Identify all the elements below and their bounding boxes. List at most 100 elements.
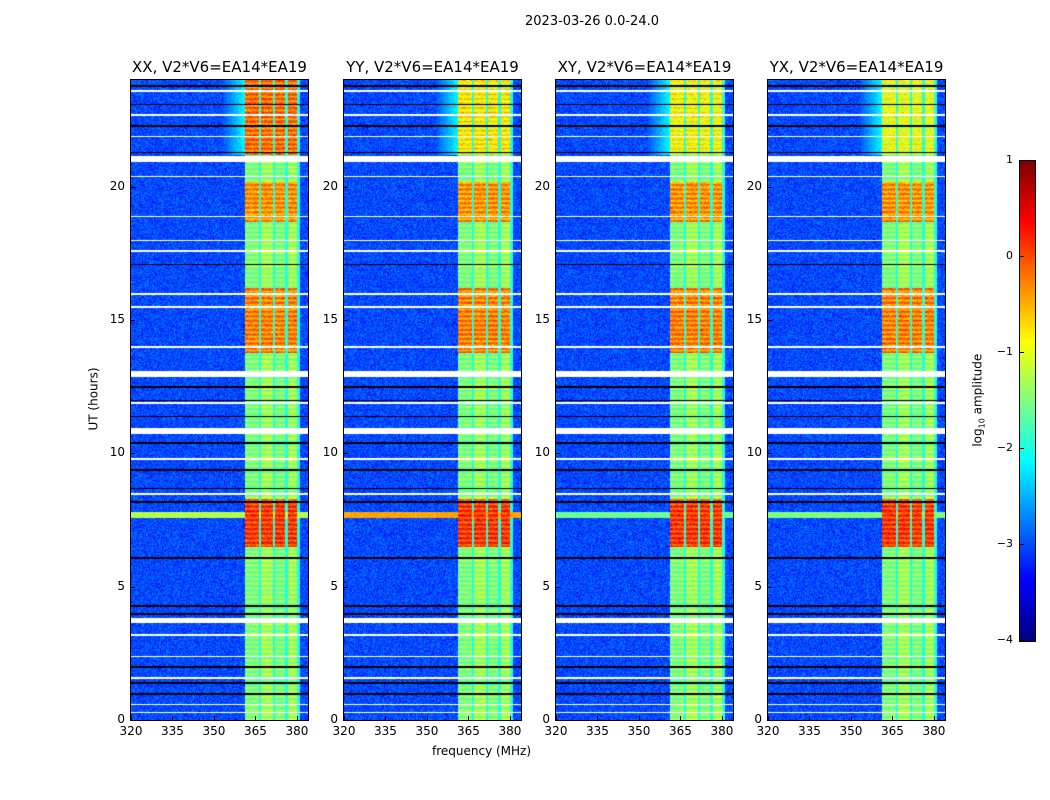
heatmap-panel-3 bbox=[767, 79, 946, 721]
x-tick-label: 350 bbox=[202, 724, 226, 738]
colorbar-label-sub: 10 bbox=[977, 418, 987, 429]
y-tick-mark bbox=[344, 720, 348, 721]
y-tick-label: 20 bbox=[322, 178, 338, 193]
y-tick-mark bbox=[768, 453, 772, 455]
y-axis-label: UT (hours) bbox=[86, 367, 101, 431]
y-tick-label: 0 bbox=[542, 712, 550, 726]
y-tick-mark bbox=[768, 320, 772, 321]
x-tick-mark bbox=[933, 716, 935, 720]
x-tick-mark bbox=[255, 716, 257, 720]
x-tick-label: 380 bbox=[710, 724, 734, 738]
y-tick-label: 10 bbox=[109, 445, 125, 460]
y-tick-label: 20 bbox=[534, 178, 550, 193]
x-tick-mark bbox=[892, 716, 894, 720]
x-tick-label: 365 bbox=[457, 724, 480, 738]
y-tick-mark bbox=[556, 720, 560, 721]
colorbar-label-main: log bbox=[970, 428, 985, 447]
y-tick-mark bbox=[131, 320, 135, 321]
y-tick-mark bbox=[344, 586, 348, 588]
x-tick-mark bbox=[426, 716, 428, 720]
panel-title: XX, V2*V6=EA14*EA19 bbox=[132, 58, 307, 76]
y-tick-label: 5 bbox=[754, 578, 762, 593]
y-tick-mark bbox=[768, 186, 772, 188]
y-tick-label: 20 bbox=[746, 178, 762, 193]
x-tick-label: 350 bbox=[415, 724, 439, 738]
colorbar-tick-label: −3 bbox=[996, 537, 1013, 550]
x-tick-label: 320 bbox=[332, 724, 356, 738]
y-tick-label: 0 bbox=[117, 712, 125, 726]
colorbar-label: log10 amplitude bbox=[970, 354, 986, 447]
colorbar-tick-label: −4 bbox=[996, 633, 1013, 646]
y-tick-mark bbox=[131, 453, 135, 455]
y-tick-mark bbox=[131, 720, 135, 721]
y-tick-label: 5 bbox=[117, 578, 125, 593]
x-tick-mark bbox=[213, 716, 215, 720]
heatmap-image bbox=[768, 80, 945, 720]
y-tick-label: 5 bbox=[542, 578, 550, 593]
x-tick-mark bbox=[809, 716, 811, 720]
y-tick-label: 15 bbox=[534, 312, 550, 326]
x-tick-label: 365 bbox=[244, 724, 267, 738]
x-tick-mark bbox=[597, 716, 599, 720]
panel-title: YY, V2*V6=EA14*EA19 bbox=[346, 58, 519, 76]
x-tick-mark bbox=[768, 716, 769, 720]
heatmap-image bbox=[556, 80, 733, 720]
x-tick-label: 350 bbox=[627, 724, 651, 738]
figure-title: 2023-03-26 0.0-24.0 bbox=[525, 14, 659, 29]
colorbar-label-rest: amplitude bbox=[970, 353, 985, 419]
colorbar bbox=[1019, 160, 1036, 642]
x-tick-label: 335 bbox=[161, 724, 184, 738]
x-tick-mark bbox=[131, 716, 132, 720]
y-tick-mark bbox=[556, 586, 560, 588]
x-tick-label: 380 bbox=[922, 724, 946, 738]
x-tick-mark bbox=[172, 716, 174, 720]
colorbar-tick-mark bbox=[1020, 352, 1024, 353]
x-tick-label: 380 bbox=[285, 724, 309, 738]
y-tick-label: 0 bbox=[754, 712, 762, 726]
y-tick-mark bbox=[556, 453, 560, 455]
colorbar-tick-mark bbox=[1020, 256, 1024, 257]
heatmap-panel-0 bbox=[130, 79, 309, 721]
y-tick-mark bbox=[768, 586, 772, 588]
y-tick-mark bbox=[344, 186, 348, 188]
x-tick-label: 335 bbox=[798, 724, 821, 738]
x-tick-label: 350 bbox=[839, 724, 863, 738]
x-tick-mark bbox=[468, 716, 470, 720]
colorbar-tick-mark bbox=[1020, 544, 1024, 545]
x-tick-mark bbox=[556, 716, 557, 720]
colorbar-tick-mark bbox=[1020, 160, 1024, 161]
x-tick-label: 365 bbox=[669, 724, 692, 738]
x-axis-label: frequency (MHz) bbox=[432, 744, 532, 758]
y-tick-label: 10 bbox=[322, 445, 338, 460]
y-tick-mark bbox=[556, 186, 560, 188]
y-tick-label: 20 bbox=[109, 178, 125, 193]
colorbar-tick-mark bbox=[1020, 640, 1024, 641]
y-tick-mark bbox=[344, 320, 348, 321]
y-tick-mark bbox=[131, 586, 135, 588]
x-tick-mark bbox=[509, 716, 511, 720]
x-tick-label: 320 bbox=[544, 724, 568, 738]
y-tick-label: 15 bbox=[322, 312, 338, 326]
x-tick-label: 320 bbox=[756, 724, 780, 738]
colorbar-tick-label: −1 bbox=[996, 345, 1013, 358]
y-tick-label: 0 bbox=[330, 712, 338, 726]
x-tick-mark bbox=[680, 716, 682, 720]
y-tick-label: 15 bbox=[109, 312, 125, 326]
x-tick-label: 380 bbox=[498, 724, 522, 738]
x-tick-mark bbox=[296, 716, 298, 720]
heatmap-panel-1 bbox=[343, 79, 522, 721]
colorbar-tick-mark bbox=[1020, 448, 1024, 449]
x-tick-label: 365 bbox=[881, 724, 904, 738]
x-tick-label: 320 bbox=[119, 724, 143, 738]
x-tick-mark bbox=[721, 716, 723, 720]
colorbar-tick-label: 0 bbox=[1006, 249, 1013, 262]
x-tick-label: 335 bbox=[586, 724, 609, 738]
y-tick-mark bbox=[344, 453, 348, 455]
x-tick-mark bbox=[850, 716, 852, 720]
heatmap-image bbox=[344, 80, 521, 720]
colorbar-tick-label: −2 bbox=[996, 441, 1013, 454]
y-tick-label: 10 bbox=[534, 445, 550, 460]
x-tick-mark bbox=[638, 716, 640, 720]
x-tick-mark bbox=[385, 716, 387, 720]
